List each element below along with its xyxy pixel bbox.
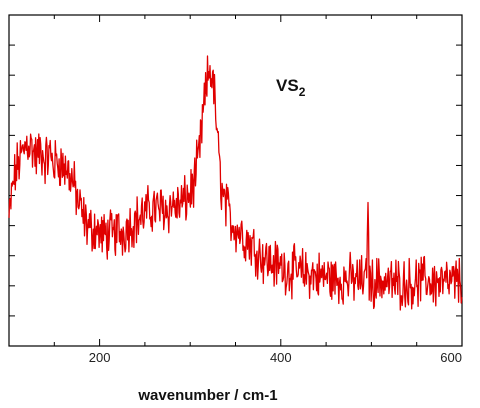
x-tick-label: 600 (440, 350, 462, 365)
compound-label-subscript: 2 (299, 85, 306, 99)
plot-frame (8, 14, 463, 347)
x-tick-label: 200 (89, 350, 111, 365)
x-tick-label: 400 (270, 350, 292, 365)
x-axis-ticks: 200 400 600 (8, 15, 463, 365)
spectrum-line (8, 55, 463, 311)
x-axis-label: wavenumber / cm-1 (137, 387, 277, 404)
plot-area: 200 400 600 (8, 14, 463, 365)
compound-label: VS2 (276, 76, 306, 99)
compound-label-main: VS (276, 76, 299, 95)
